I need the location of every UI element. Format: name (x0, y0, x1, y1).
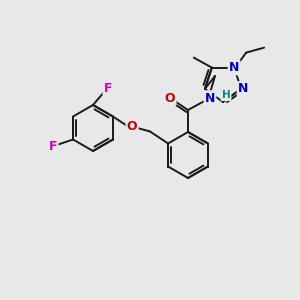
Text: N: N (229, 61, 239, 74)
Text: N: N (205, 92, 215, 104)
Text: H: H (222, 90, 230, 100)
Text: O: O (127, 120, 137, 133)
Text: F: F (104, 82, 112, 94)
Text: O: O (165, 92, 175, 104)
Text: F: F (49, 140, 57, 153)
Text: N: N (238, 82, 248, 95)
